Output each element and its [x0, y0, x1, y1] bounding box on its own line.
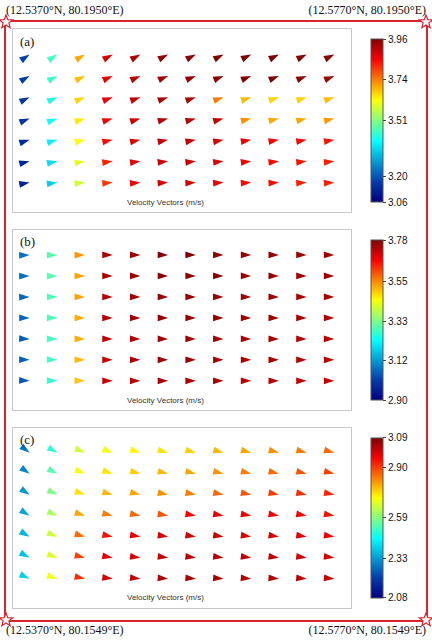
svg-text:3.78: 3.78	[388, 235, 408, 246]
svg-text:3.06: 3.06	[388, 197, 408, 208]
svg-text:3.12: 3.12	[388, 355, 408, 366]
html-text:(12.5370°N, 80.1950°E): (12.5370°N, 80.1950°E)	[6, 3, 124, 17]
html-text:(12.5370°N, 80.1549°E): (12.5370°N, 80.1549°E)	[6, 623, 124, 637]
html-text:(12.5770°N, 80.1549°E): (12.5770°N, 80.1549°E)	[308, 623, 426, 637]
svg-text:3.09: 3.09	[388, 432, 408, 443]
svg-text:Velocity Vectors (m/s): Velocity Vectors (m/s)	[127, 396, 204, 405]
svg-text:3.55: 3.55	[388, 276, 408, 287]
svg-text:(c): (c)	[20, 432, 34, 447]
svg-text:3.74: 3.74	[388, 74, 408, 85]
svg-text:2.08: 2.08	[388, 592, 408, 603]
svg-text:3.96: 3.96	[388, 34, 408, 45]
svg-text:2.33: 2.33	[388, 553, 408, 564]
svg-text:2.90: 2.90	[388, 462, 408, 473]
svg-text:2.90: 2.90	[388, 395, 408, 406]
svg-text:3.51: 3.51	[388, 115, 408, 126]
svg-text:2.59: 2.59	[388, 512, 408, 523]
svg-text:(b): (b)	[20, 234, 35, 249]
html-text:(12.5770°N, 80.1950°E): (12.5770°N, 80.1950°E)	[308, 3, 426, 17]
svg-text:Velocity Vectors (m/s): Velocity Vectors (m/s)	[127, 593, 204, 602]
svg-text:3.20: 3.20	[388, 171, 408, 182]
svg-text:Velocity Vectors (m/s): Velocity Vectors (m/s)	[127, 198, 204, 207]
svg-text:3.33: 3.33	[388, 316, 408, 327]
svg-text:(a): (a)	[20, 34, 34, 49]
